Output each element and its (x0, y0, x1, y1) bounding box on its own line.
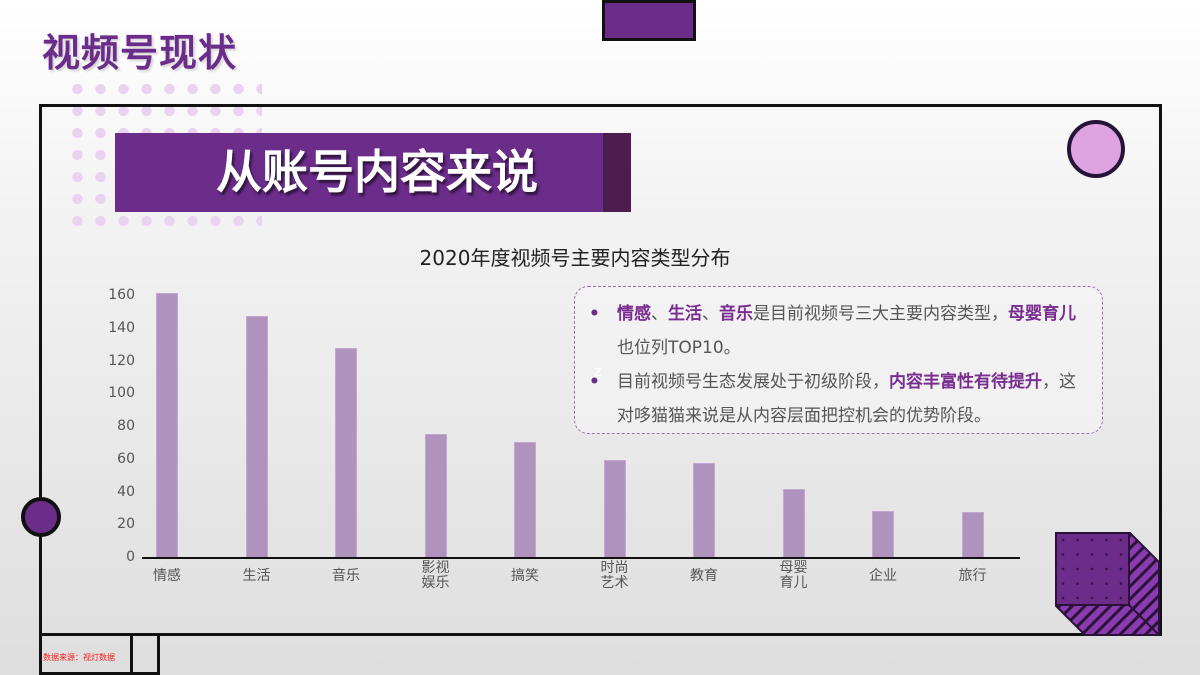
x-tick-label: 时尚 艺术 (600, 560, 629, 591)
x-tick-label: 搞笑 (511, 568, 539, 584)
banner-background (115, 133, 603, 212)
x-tick-label: 教育 (690, 568, 718, 584)
page-title: 视频号现状 (42, 31, 238, 75)
decorative-pink-circle (1067, 120, 1125, 178)
content-frame (39, 104, 1162, 636)
note-text: 是目前视频号三大主要内容类型， (753, 304, 1008, 324)
decorative-top-rectangle (602, 0, 696, 41)
bar (245, 315, 268, 558)
y-tick-label: 60 (117, 450, 135, 467)
x-axis-line (142, 557, 1020, 559)
highlight-text: 母婴育儿 (1008, 304, 1076, 324)
note-text: 、 (702, 304, 719, 324)
y-tick-label: 20 (117, 516, 135, 533)
highlight-text: 情感 (617, 304, 651, 324)
note-item: • 情感、生活、音乐是目前视频号三大主要内容类型，母婴育儿也位列TOP10。 (589, 297, 1088, 365)
notes-list: • 情感、生活、音乐是目前视频号三大主要内容类型，母婴育儿也位列TOP10。 • 目前… (589, 297, 1088, 433)
y-tick-label: 40 (117, 483, 135, 500)
bar (693, 463, 715, 558)
x-tick-label: 情感 (153, 568, 181, 584)
y-tick-label: 80 (117, 418, 135, 434)
bar (782, 489, 805, 558)
decorative-purple-circle (21, 497, 61, 537)
x-tick-label: 旅行 (958, 568, 987, 584)
bar (335, 348, 357, 558)
chart-title: 2020年度视频号主要内容类型分布 (419, 246, 731, 270)
note-text: 、 (651, 304, 668, 324)
source-box-secondary (130, 633, 160, 675)
y-tick-label: 120 (108, 352, 135, 369)
y-tick-label: 100 (108, 385, 135, 402)
bar (514, 441, 536, 558)
highlight-text: 生活 (668, 304, 702, 324)
bullet-icon: • (589, 372, 600, 392)
y-tick-label: 160 (108, 287, 135, 303)
y-tick-label: 0 (126, 549, 135, 565)
note-text: 也位列TOP10。 (617, 338, 741, 358)
x-tick-label: 母婴 育儿 (779, 560, 808, 591)
note-text: 目前视频号生态发展处于初级阶段， (617, 372, 889, 392)
data-source-label: 数据来源：视灯数据 (43, 653, 115, 662)
bar (603, 459, 626, 558)
note-text: ，这对哆猫猫来说是从内容层面把控机会的优势阶段。 (617, 372, 1076, 426)
bar (424, 433, 447, 558)
x-tick-label: 音乐 (332, 568, 360, 584)
highlight-text: 内容丰富性有待提升 (889, 372, 1042, 392)
notes-callout: • 情感、生活、音乐是目前视频号三大主要内容类型，母婴育儿也位列TOP10。 • 目前… (574, 286, 1103, 434)
bar (156, 292, 178, 558)
bar (872, 510, 894, 558)
stray-mark: z (594, 364, 602, 380)
x-tick-label: 企业 (869, 568, 897, 584)
x-tick-label: 影视 娱乐 (421, 560, 450, 591)
banner-title: 从账号内容来说 (216, 145, 538, 199)
x-tick-label: 生活 (242, 568, 271, 584)
bar (961, 512, 984, 558)
decorative-cube (1055, 532, 1162, 636)
highlight-text: 音乐 (719, 304, 753, 324)
note-item: • 目前视频号生态发展处于初级阶段，内容丰富性有待提升，这对哆猫猫来说是从内容层面… (589, 365, 1088, 433)
banner-accent (603, 133, 631, 212)
bullet-icon: • (589, 304, 600, 324)
y-tick-label: 140 (108, 319, 135, 336)
